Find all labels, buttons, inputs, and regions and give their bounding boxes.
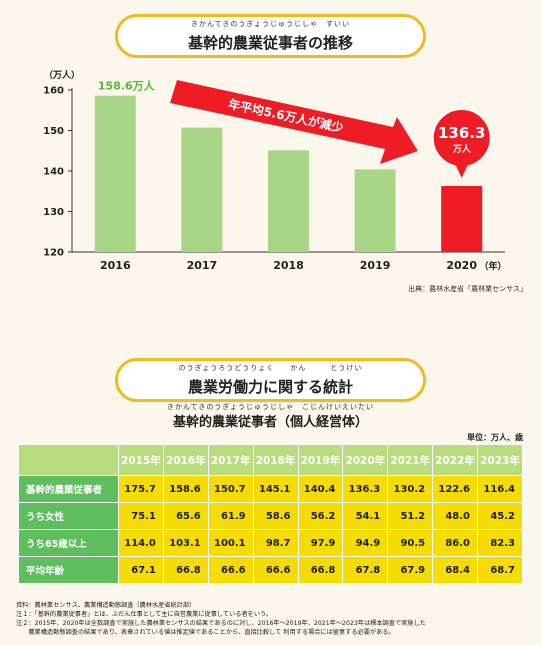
x-tick-label: 2020: [446, 259, 477, 272]
table-cell: 158.6: [162, 475, 209, 503]
table-cell: 58.6: [252, 502, 299, 530]
stats-table: 2015年 2016年 2017年 2018年 2019年 2020年 2021…: [18, 444, 523, 584]
table-cell: 67.1: [118, 556, 164, 584]
row-label: うち女性: [18, 502, 119, 530]
table-cell: 66.6: [207, 556, 254, 584]
table-cell: 100.1: [207, 529, 254, 557]
y-tick-label: 120: [43, 248, 64, 259]
table-subtitle-ruby: きかんてきのうぎょうじゅうじしゃ こじんけいえいたい: [166, 403, 375, 411]
table-cell: 86.0: [432, 529, 478, 557]
table-title-box: のうぎょうろうどうりょく かん とうけい 農業労働力に関する統計: [115, 358, 426, 402]
table-cell: 114.0: [118, 529, 164, 557]
column-header: 2018年: [252, 444, 299, 476]
x-axis-label: （年）: [479, 260, 506, 272]
y-tick-label: 140: [43, 167, 64, 178]
table-corner: [18, 444, 119, 476]
last-value-pointer: [455, 165, 468, 178]
table-cell: 56.2: [297, 502, 344, 530]
table-cell: 54.1: [342, 502, 389, 530]
chart-source: 出典：農林水産省「農林業センサス」: [408, 285, 527, 293]
bar: [94, 95, 136, 252]
table-cell: 130.2: [387, 475, 434, 503]
table-cell: 94.9: [342, 529, 389, 557]
table-cell: 97.9: [297, 529, 344, 557]
column-header: 2022年: [432, 444, 478, 476]
table-cell: 45.2: [477, 502, 523, 530]
note-line: 農業構造動態調査の結果であり、表章されている値は推定値であることから、直接比較し…: [16, 629, 395, 636]
table-cell: 145.1: [252, 475, 299, 503]
table-cell: 66.6: [252, 556, 299, 584]
column-header: 2016年: [162, 444, 209, 476]
column-header: 2023年: [477, 444, 523, 476]
table-unit: 単位：万人、歳: [467, 433, 523, 442]
row-label: 平均年齢: [18, 556, 119, 584]
table-cell: 116.4: [477, 475, 523, 503]
row-label: うち65歳以上: [18, 529, 119, 557]
column-header: 2021年: [387, 444, 434, 476]
chart-title-ruby: きかんてきのうぎょうじゅうじしゃ すいい: [190, 20, 351, 28]
table-row: 基幹的農業従事者 175.7 158.6 150.7 145.1 140.4 1…: [18, 475, 523, 503]
table-cell: 48.0: [432, 502, 478, 530]
column-header: 2015年: [118, 444, 164, 476]
column-header: 2017年: [207, 444, 254, 476]
table-cell: 82.3: [477, 529, 523, 557]
table-subtitle: 基幹的農業従事者（個人経営体）: [172, 415, 368, 430]
last-value-unit: 万人: [452, 143, 472, 155]
table-cell: 75.1: [118, 502, 164, 530]
x-tick-label: 2019: [360, 259, 391, 272]
bar: [354, 169, 396, 252]
table-cell: 122.6: [432, 475, 478, 503]
note-line: 注２：2015年、2020年は全数調査で実施した農林業センサスの結果であるのに対…: [16, 620, 426, 627]
chart-title: 基幹的農業従事者の推移: [187, 34, 353, 52]
table-cell: 67.8: [342, 556, 389, 584]
table-title: 農業労働力に関する統計: [187, 378, 353, 396]
table-cell: 150.7: [207, 475, 254, 503]
column-header: 2019年: [297, 444, 344, 476]
table-cell: 90.5: [387, 529, 434, 557]
table-cell: 51.2: [387, 502, 434, 530]
table-cell: 67.9: [387, 556, 434, 584]
table-cell: 98.7: [252, 529, 299, 557]
bar: [268, 150, 309, 252]
table-row: うち女性 75.1 65.6 61.9 58.6 56.2 54.1 51.2 …: [18, 502, 523, 530]
y-tick-label: 150: [43, 126, 64, 137]
y-tick-label: 130: [43, 207, 64, 218]
y-tick-label: 160: [43, 86, 64, 97]
table-header-row: 2015年 2016年 2017年 2018年 2019年 2020年 2021…: [18, 444, 523, 476]
table-cell: 66.8: [162, 556, 209, 584]
note-line: 注１：「基幹的農業従事者」とは、ふだん仕事として主に自営農業に従事している者をい…: [16, 611, 273, 618]
last-value-number: 136.3: [438, 124, 485, 142]
x-tick-label: 2017: [187, 259, 218, 272]
table-cell: 140.4: [297, 475, 344, 503]
table-cell: 175.7: [118, 475, 164, 503]
column-header: 2020年: [342, 444, 389, 476]
table-cell: 65.6: [162, 502, 209, 530]
table-cell: 103.1: [162, 529, 209, 557]
y-axis-label: （万人）: [44, 69, 80, 81]
bar-chart: （万人） 120 130 140 150 160 2016 2017 2018 2019 2020 （…: [43, 69, 506, 272]
table-title-ruby: のうぎょうろうどうりょく かん とうけい: [178, 364, 363, 372]
table-cell: 66.8: [297, 556, 344, 584]
x-tick-label: 2018: [273, 259, 304, 272]
table-cell: 68.7: [477, 556, 523, 584]
table-cell: 61.9: [207, 502, 254, 530]
note-line: 資料：農林業センサス、農業構造動態調査（農林水産省統計部）: [16, 602, 196, 609]
x-tick-label: 2016: [100, 259, 131, 272]
table-cell: 68.4: [432, 556, 478, 584]
bar: [441, 185, 483, 252]
table-cell: 136.3: [342, 475, 389, 503]
bar: [181, 127, 223, 252]
row-label: 基幹的農業従事者: [18, 475, 119, 503]
decrease-arrow: [170, 80, 418, 164]
table-row: うち65歳以上 114.0 103.1 100.1 98.7 97.9 94.9…: [18, 529, 523, 557]
chart-title-box: きかんてきのうぎょうじゅうじしゃ すいい 基幹的農業従事者の推移: [115, 14, 426, 58]
table-notes: 資料：農林業センサス、農業構造動態調査（農林水産省統計部） 注１：「基幹的農業従…: [16, 601, 531, 637]
first-bar-label: 158.6万人: [98, 79, 156, 93]
table-row: 平均年齢 67.1 66.8 66.6 66.6 66.8 67.8 67.9 …: [18, 556, 523, 584]
